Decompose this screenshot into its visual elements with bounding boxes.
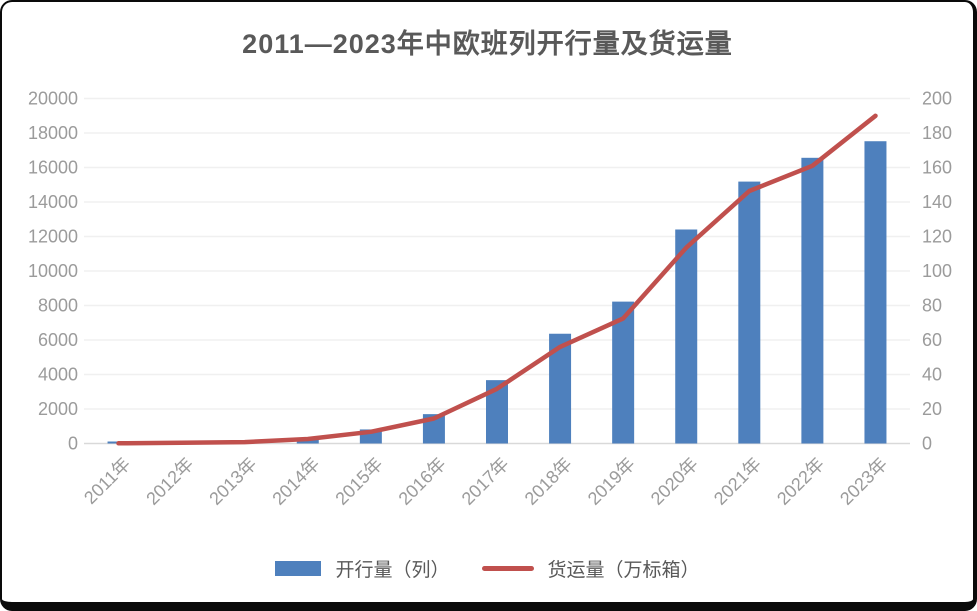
legend-line-label: 货运量（万标箱） [547, 560, 700, 581]
bar-2020年 [675, 229, 698, 444]
plot-area: 0 0 2000 20 4000 40 6000 60 8000 80 10000 100 12000 1… [28, 89, 952, 509]
bar-2019年 [612, 301, 635, 444]
x-axis-tick-label: 2015年 [331, 454, 386, 509]
y-axis-right-tick-label: 80 [922, 296, 942, 316]
x-axis-tick-label: 2023年 [836, 454, 891, 509]
bar-2023年 [864, 141, 887, 444]
bar-2017年 [486, 380, 508, 444]
legend: 开行量（列） 货运量（万标箱） [2, 555, 973, 582]
legend-line-swatch-icon [481, 566, 534, 571]
x-axis-tick-label: 2018年 [521, 454, 576, 509]
y-axis-right-tick-label: 100 [922, 261, 952, 281]
y-axis-left-tick-label: 20000 [28, 89, 78, 109]
x-axis-tick-label: 2014年 [268, 454, 323, 509]
y-axis-left-tick-label: 18000 [28, 123, 78, 143]
y-axis-right-tick-label: 160 [922, 158, 952, 178]
y-axis-right-tick-label: 0 [922, 434, 932, 454]
y-axis-right-tick-label: 200 [922, 89, 952, 109]
y-axis-right-tick-label: 20 [922, 399, 942, 419]
bar-2018年 [549, 333, 572, 444]
y-axis-left-tick-label: 6000 [38, 330, 78, 350]
x-axis-tick-label: 2017年 [458, 454, 513, 509]
y-axis-left-tick-label: 12000 [28, 227, 78, 247]
y-axis-right-tick-label: 40 [922, 365, 942, 385]
legend-bar-swatch-icon [275, 561, 322, 576]
bar-2021年 [738, 181, 761, 444]
y-axis-left-tick-label: 4000 [38, 365, 78, 385]
y-axis-left-tick-label: 16000 [28, 158, 78, 178]
y-axis-right-tick-label: 60 [922, 330, 942, 350]
x-axis-tick-label: 2022年 [773, 454, 828, 509]
x-axis-tick-label: 2013年 [205, 454, 260, 509]
y-axis-right-tick-label: 180 [922, 123, 952, 143]
y-axis-right-tick-label: 140 [922, 192, 952, 212]
y-axis-left-tick-label: 14000 [28, 192, 78, 212]
y-axis-left-tick-label: 2000 [38, 399, 78, 419]
x-axis-tick-label: 2011年 [80, 454, 134, 508]
y-axis-left-tick-label: 0 [68, 434, 78, 454]
x-axis-tick-label: 2012年 [142, 454, 197, 509]
x-axis-tick-label: 2021年 [710, 454, 765, 509]
y-axis-left-tick-label: 8000 [38, 296, 78, 316]
cargo-volume-line [116, 113, 878, 446]
legend-bar-label: 开行量（列） [335, 560, 450, 581]
y-axis-left-tick-label: 10000 [28, 261, 78, 281]
x-axis-tick-label: 2016年 [395, 454, 450, 509]
chart-title: 2011—2023年中欧班列开行量及货运量 [242, 29, 733, 59]
y-axis-right-tick-label: 120 [922, 227, 952, 247]
bar-2022年 [801, 157, 824, 444]
x-axis-tick-label: 2019年 [584, 454, 639, 509]
x-axis-tick-label: 2020年 [647, 454, 702, 509]
